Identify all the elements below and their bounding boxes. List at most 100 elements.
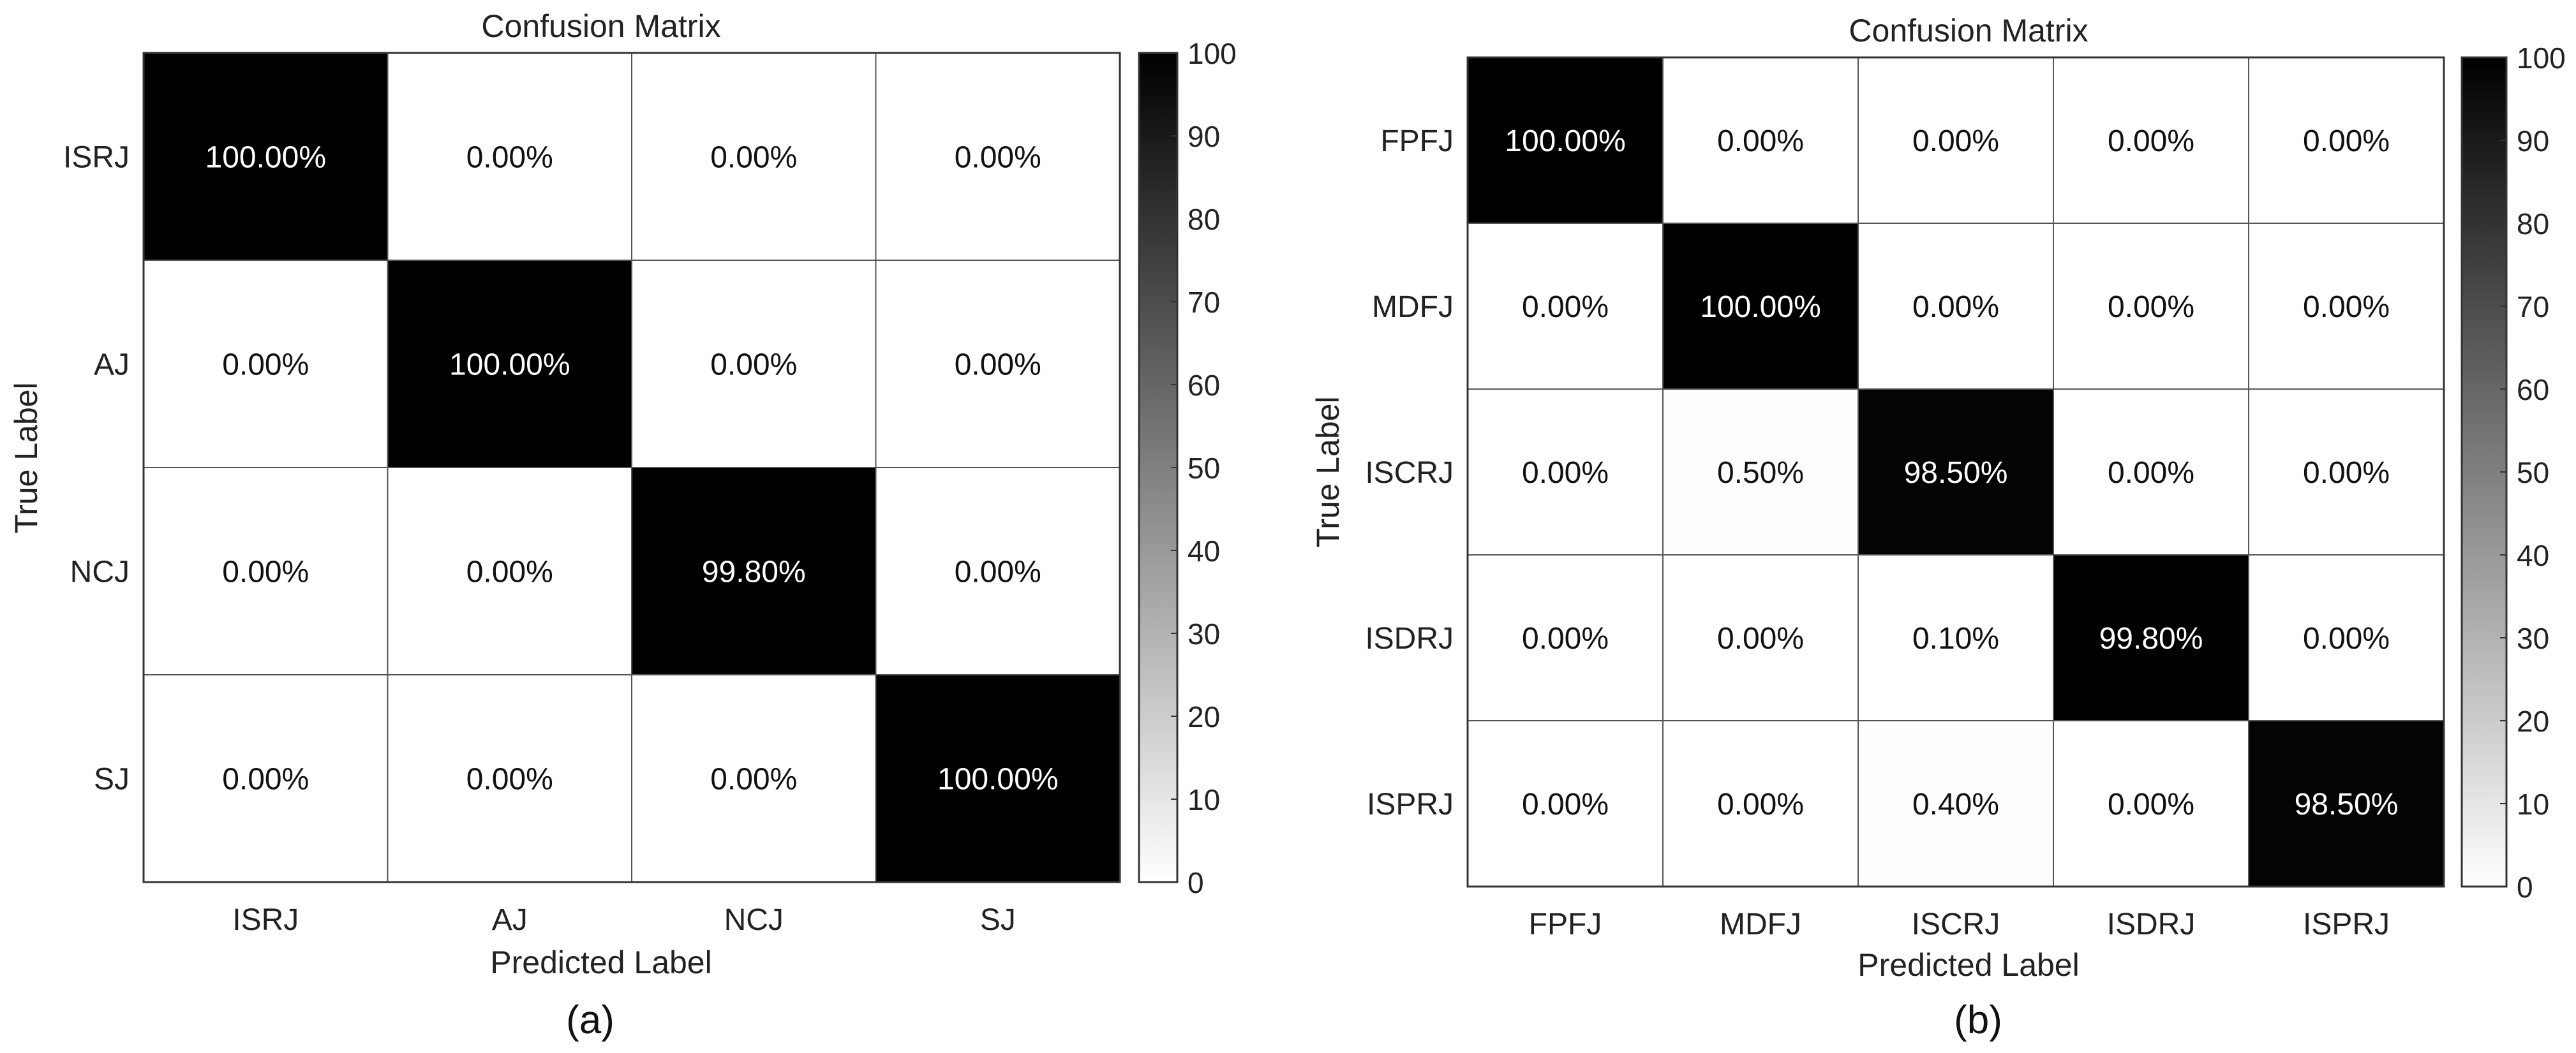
colorbar-tick-80: 80 <box>1187 203 1220 236</box>
colorbar-tick-30: 30 <box>1187 617 1220 651</box>
cell-r1-c1 <box>1662 223 1859 390</box>
panel-caption: (b) <box>1954 998 2002 1042</box>
colorbar-tick-0: 0 <box>1187 866 1204 899</box>
colorbar-tick-80: 80 <box>2517 207 2549 240</box>
cell-r4-c0 <box>1467 720 1664 887</box>
colorbar-tick-60: 60 <box>1187 369 1220 402</box>
colorbar-tick-90: 90 <box>2517 124 2549 158</box>
x-tick-fpfj: FPFJ <box>1529 908 1602 941</box>
x-tick-iscrj: ISCRJ <box>1912 908 2000 941</box>
y-tick-mdfj: MDFJ <box>1372 290 1454 324</box>
cell-label-r1-c1: 100.00% <box>1700 290 1821 324</box>
cell-r3-c1 <box>1662 554 1859 721</box>
y-tick-ncj: NCJ <box>70 556 130 589</box>
x-tick-sj: SJ <box>980 903 1016 937</box>
cell-label-r0-c1: 0.00% <box>466 141 553 175</box>
cell-label-r0-c2: 0.00% <box>710 141 797 175</box>
cell-label-r2-c2: 99.80% <box>702 556 806 589</box>
cell-r0-c1 <box>387 52 632 261</box>
cell-label-r3-c2: 0.10% <box>1912 622 1999 656</box>
cell-label-r0-c2: 0.00% <box>1912 124 1999 158</box>
confusion-matrix-panel-a: Confusion Matrix Predicted Label True La… <box>8 8 1237 1042</box>
colorbar-tick-40: 40 <box>1187 534 1220 568</box>
cell-label-r2-c3: 0.00% <box>2108 456 2194 490</box>
cell-label-r3-c2: 0.00% <box>710 763 797 797</box>
cell-label-r2-c0: 0.00% <box>222 556 309 589</box>
colorbar-tick-20: 20 <box>1187 700 1220 733</box>
x-tick-labels: ISRJ AJ NCJ SJ <box>232 903 1016 937</box>
colorbar-tick-10: 10 <box>2517 788 2549 821</box>
cell-r3-c1 <box>387 674 632 883</box>
cell-r3-c2 <box>1858 554 2054 721</box>
colorbar-tick-50: 50 <box>2517 456 2549 489</box>
x-tick-mdfj: MDFJ <box>1720 908 1801 941</box>
y-axis-label: True Label <box>1310 396 1346 547</box>
x-tick-isrj: ISRJ <box>232 903 299 937</box>
cell-label-r1-c2: 0.00% <box>1912 290 1999 324</box>
matrix-border <box>1466 56 2445 888</box>
x-tick-labels: FPFJ MDFJ ISCRJ ISDRJ ISPRJ <box>1529 908 2390 941</box>
cell-label-r0-c0: 100.00% <box>1505 124 1626 158</box>
cell-r2-c1 <box>387 467 632 675</box>
cell-label-r2-c1: 0.00% <box>466 556 553 589</box>
y-axis-label: True Label <box>8 382 44 533</box>
colorbar-tick-70: 70 <box>1187 286 1220 319</box>
x-axis-label: Predicted Label <box>1858 947 2079 983</box>
cell-label-r2-c0: 0.00% <box>1522 456 1609 490</box>
cell-label-r3-c4: 0.00% <box>2303 622 2390 656</box>
colorbar-gradient <box>2461 56 2508 888</box>
panel-caption: (a) <box>566 998 614 1042</box>
x-tick-ncj: NCJ <box>724 903 784 937</box>
cell-label-r3-c1: 0.00% <box>466 763 553 797</box>
y-tick-labels: ISRJ AJ NCJ SJ <box>63 141 130 797</box>
y-tick-fpfj: FPFJ <box>1380 124 1454 158</box>
chart-title: Confusion Matrix <box>481 8 720 44</box>
colorbar-tick-0: 0 <box>2517 871 2533 904</box>
cell-label-r2-c4: 0.00% <box>2303 456 2390 490</box>
matrix-cells: 100.00% 0.00% 0.00% 0.00% 0.00% 100.00% 0.00% 0… <box>142 52 1121 883</box>
y-tick-iscrj: ISCRJ <box>1365 456 1454 490</box>
cell-label-r0-c4: 0.00% <box>2303 124 2390 158</box>
colorbar-tick-30: 30 <box>2517 622 2549 655</box>
y-tick-aj: AJ <box>94 348 130 382</box>
cell-r0-c0 <box>143 52 389 261</box>
cell-r3-c4 <box>2248 554 2445 721</box>
cell-label-r2-c2: 98.50% <box>1904 456 2008 490</box>
chart-title: Confusion Matrix <box>1849 13 2088 48</box>
colorbar-tick-20: 20 <box>2517 705 2549 738</box>
y-tick-isprj: ISPRJ <box>1367 788 1454 821</box>
cell-r1-c3 <box>875 260 1120 468</box>
cell-r1-c0 <box>143 260 389 468</box>
y-tick-labels: FPFJ MDFJ ISCRJ ISDRJ ISPRJ <box>1365 124 1454 821</box>
cell-label-r1-c3: 0.00% <box>955 348 1041 382</box>
cell-label-r0-c1: 0.00% <box>1717 124 1804 158</box>
cell-r2-c3 <box>875 467 1120 675</box>
cell-label-r1-c1: 100.00% <box>449 348 570 382</box>
cell-r2-c4 <box>2248 388 2445 556</box>
colorbar-tick-labels: 0 10 20 30 40 50 60 70 80 90 100 <box>1171 37 1237 899</box>
cell-label-r3-c0: 0.00% <box>222 763 309 797</box>
cell-label-r1-c3: 0.00% <box>2108 290 2194 324</box>
cell-label-r1-c2: 0.00% <box>710 348 797 382</box>
cell-label-r3-c1: 0.00% <box>1717 622 1804 656</box>
cell-label-r4-c2: 0.40% <box>1912 788 1999 821</box>
colorbar-tick-100: 100 <box>2517 41 2566 75</box>
colorbar-tick-60: 60 <box>2517 373 2549 406</box>
cell-label-r0-c0: 100.00% <box>205 141 327 175</box>
colorbar-tick-50: 50 <box>1187 452 1220 485</box>
cell-label-r4-c0: 0.00% <box>1522 788 1609 821</box>
matrix-cells: 100.00% 0.00% 0.00% 0.00% 0.00% 0.00% 100.00% 0… <box>1466 56 2445 888</box>
cell-r0-c4 <box>2248 57 2445 224</box>
colorbar: 0 10 20 30 40 50 60 70 80 90 100 <box>2461 41 2566 904</box>
cell-label-r0-c3: 0.00% <box>2108 124 2194 158</box>
cell-r3-c0 <box>1467 554 1664 721</box>
cell-label-r0-c3: 0.00% <box>955 141 1041 175</box>
colorbar: 0 10 20 30 40 50 60 70 80 90 100 <box>1138 37 1237 899</box>
cell-r3-c0 <box>143 674 389 883</box>
cell-label-r4-c3: 0.00% <box>2108 788 2194 821</box>
colorbar-tick-70: 70 <box>2517 290 2549 323</box>
cell-label-r1-c4: 0.00% <box>2303 290 2390 324</box>
cell-r3-c2 <box>631 674 877 883</box>
x-tick-isdrj: ISDRJ <box>2107 908 2196 941</box>
